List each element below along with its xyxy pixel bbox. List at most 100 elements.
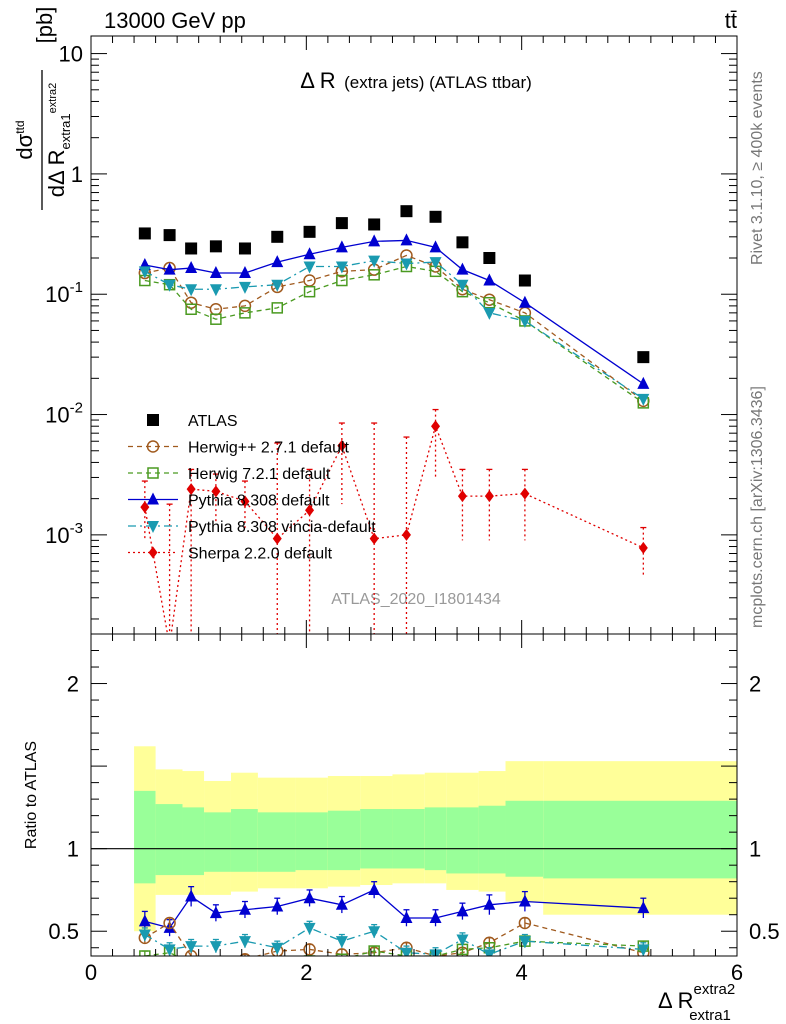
data-point <box>163 279 176 292</box>
series-line <box>144 424 644 634</box>
data-point <box>210 313 222 325</box>
data-point <box>457 490 467 503</box>
ratio-point <box>185 941 198 954</box>
data-point <box>483 296 496 309</box>
ratio-point <box>456 904 469 917</box>
ratio-point <box>272 966 282 976</box>
ratio-point <box>271 942 284 955</box>
ratio-point <box>483 897 496 910</box>
green-band <box>543 800 737 879</box>
ratio-point <box>163 944 176 956</box>
green-band <box>230 809 258 872</box>
main-series <box>138 205 650 634</box>
data-point <box>335 240 348 253</box>
ylabel-numerator: dσttd <box>12 120 37 159</box>
data-point <box>335 261 348 274</box>
series-4 <box>138 255 650 406</box>
ratio-point <box>335 897 348 910</box>
energy-label: 13000 GeV pp <box>104 8 246 33</box>
ratio-point <box>368 945 380 956</box>
ratio-point <box>209 906 222 919</box>
legend-label: ATLAS <box>188 413 238 430</box>
ratio-point <box>368 926 381 939</box>
y-tick-label: 10-2 <box>45 400 83 428</box>
ylabel-unit: [pb] <box>32 7 57 44</box>
data-point <box>138 266 151 279</box>
green-band <box>446 807 479 874</box>
data-point <box>163 229 176 242</box>
y-tick-label: 10-1 <box>45 279 83 307</box>
data-point <box>186 483 196 496</box>
data-point <box>185 284 198 297</box>
ratio-y-tick-label-right: 2 <box>749 672 761 697</box>
ratio-point <box>303 922 316 935</box>
ylabel-denominator: dΔ Rextra1extra2 <box>44 83 73 197</box>
x-axis-label-text: Δ Rextra2 extra1 <box>658 981 735 1024</box>
analysis-id-label: ATLAS_2020_I1801434 <box>331 591 501 608</box>
data-point <box>209 240 222 253</box>
legend: ATLAS Herwig++ 2.7.1 default Herwig 7.2.1 … <box>128 413 376 563</box>
data-point <box>637 351 650 364</box>
data-point <box>238 242 251 255</box>
data-point <box>211 485 221 498</box>
data-point <box>429 257 442 270</box>
ratio-point <box>518 894 531 907</box>
ratio-point <box>303 943 316 956</box>
process-label: tt̄ <box>725 8 737 33</box>
data-point <box>518 295 531 308</box>
series-3 <box>138 233 650 389</box>
y-tick-label: 10-3 <box>45 520 83 548</box>
data-point <box>185 261 198 274</box>
green-band <box>257 812 296 872</box>
main-title: Δ R (extra jets) (ATLAS ttbar) <box>300 68 532 93</box>
main-title-main: Δ R <box>300 68 335 93</box>
data-point <box>335 217 348 230</box>
ratio-point <box>186 958 196 968</box>
ratio-point <box>271 899 284 912</box>
ratio-point <box>400 911 413 924</box>
x-tick-label: 2 <box>300 960 312 985</box>
legend-label: Herwig++ 2.7.1 default <box>188 440 350 457</box>
data-point <box>239 307 251 319</box>
ratio-point <box>238 902 251 915</box>
green-band <box>182 807 205 876</box>
data-point <box>400 205 413 218</box>
green-band <box>327 810 361 871</box>
data-point <box>368 218 381 231</box>
data-point <box>271 230 284 243</box>
ratio-point <box>210 959 221 970</box>
ratio-point <box>518 916 532 930</box>
ratio-point <box>518 936 531 949</box>
ratio-point <box>185 889 198 902</box>
x-axis-label: Δ Rextra2 extra1 <box>658 981 735 1024</box>
legend-marker <box>147 467 159 479</box>
data-point <box>637 393 650 406</box>
ratio-point <box>139 950 151 956</box>
data-point <box>368 269 380 281</box>
ratio-point <box>429 911 442 924</box>
green-band <box>134 790 156 884</box>
data-point <box>138 227 151 240</box>
data-point <box>637 376 650 389</box>
series-5 <box>140 408 648 634</box>
data-point <box>400 258 413 271</box>
ratio-series-line <box>144 940 644 956</box>
ratio-y-tick-label-right: 0.5 <box>749 919 780 944</box>
data-point <box>483 307 496 320</box>
data-point <box>456 236 469 249</box>
series-line <box>144 260 644 400</box>
data-point <box>163 262 176 275</box>
data-point <box>303 285 316 298</box>
data-point <box>400 233 413 246</box>
green-band <box>295 812 328 871</box>
ratio-point <box>240 961 250 971</box>
data-point <box>518 315 531 328</box>
green-band <box>155 804 183 876</box>
data-point <box>303 225 316 238</box>
ratio-y-tick-label: 2 <box>67 672 79 697</box>
ratio-point <box>400 947 413 956</box>
data-point <box>429 210 442 223</box>
ratio-y-tick-label: 0.5 <box>48 919 79 944</box>
data-point <box>303 247 316 260</box>
